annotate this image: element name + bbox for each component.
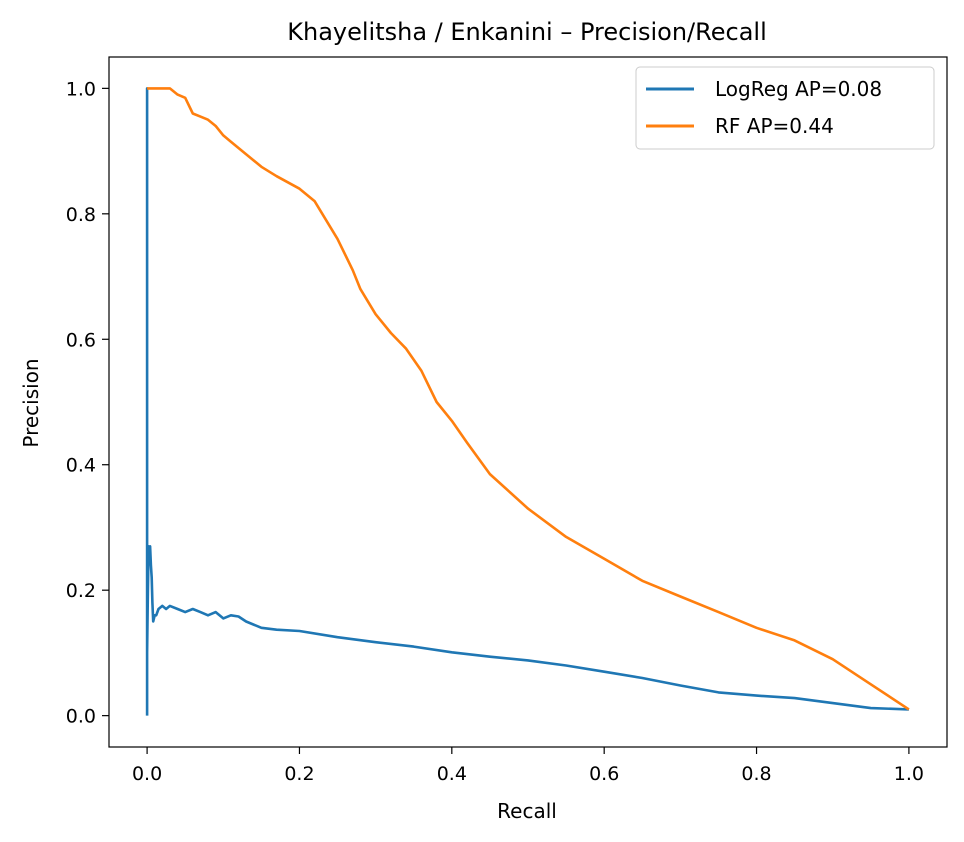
legend-label-rf: RF AP=0.44 (715, 114, 834, 138)
y-tick-label: 0.4 (66, 455, 96, 477)
plot-frame (108, 56, 948, 748)
legend-label-logreg: LogReg AP=0.08 (715, 77, 882, 101)
logreg-series-line (145, 87, 909, 716)
x-axis-label: Recall (497, 799, 557, 823)
legend: LogReg AP=0.08 RF AP=0.44 (635, 66, 935, 150)
x-axis: 0.0 0.2 0.4 0.6 0.8 1.0 (132, 747, 924, 785)
x-tick-label: 0.8 (741, 763, 771, 785)
y-axis-label: Precision (19, 358, 43, 447)
y-tick-label: 0.8 (66, 204, 96, 226)
y-tick-label: 1.0 (66, 78, 96, 100)
x-tick-label: 0.6 (589, 763, 619, 785)
y-axis: 0.0 0.2 0.4 0.6 0.8 1.0 (66, 78, 109, 728)
x-tick-label: 0.0 (132, 763, 162, 785)
legend-frame (635, 66, 935, 150)
x-tick-label: 0.4 (437, 763, 467, 785)
y-tick-label: 0.0 (66, 706, 96, 728)
y-tick-label: 0.2 (66, 580, 96, 602)
rf-series-line (147, 87, 910, 711)
x-tick-label: 0.2 (284, 763, 314, 785)
chart-title: Khayelitsha / Enkanini – Precision/Recal… (287, 18, 766, 46)
x-tick-label: 1.0 (894, 763, 924, 785)
y-tick-label: 0.6 (66, 329, 96, 351)
series-layer (145, 87, 910, 716)
